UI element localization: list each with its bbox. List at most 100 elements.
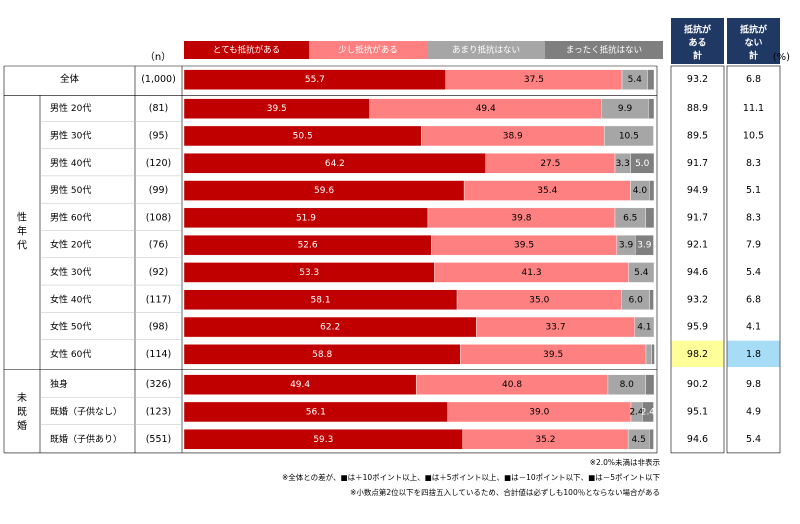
bar-data-label: 2.4 [629,407,644,417]
sum-not-resistant-value: 8.3 [746,212,761,223]
row-label: 男性 60代 [50,211,91,223]
bar-data-label: 35.2 [535,435,555,445]
table-grid [3,65,781,454]
row-n: (117) [146,294,172,305]
bar-data-label: 3.9 [619,241,634,251]
row-n: (326) [146,379,172,390]
row-label: 全体 [60,73,80,85]
bar-data-label: 8.0 [620,380,635,390]
sum-resistant-value: 91.7 [687,158,708,169]
sum-resistant-value: 95.9 [687,322,708,333]
row-label: 女性 40代 [50,293,91,305]
sum-not-resistant-value: 5.4 [746,267,761,278]
sum-not-resistant-value: 5.1 [746,185,761,196]
row-label: 既婚（子供あり） [50,433,122,445]
legend-label: とても抵抗がある [213,45,280,56]
sum-not-resistant-value: 9.8 [746,379,761,390]
sum-not-resistant-value: 6.8 [746,294,761,305]
sum-resistant-value: 89.5 [687,130,708,141]
row-n: (98) [149,322,169,333]
row-label: 男性 30代 [50,129,91,141]
row-label: 男性 50代 [50,184,91,196]
bar-data-label: 35.0 [529,295,549,305]
sum-header-resistant [671,18,724,64]
sum-resistant-value: 93.2 [687,74,708,85]
sum-header-not-resistant [727,18,780,64]
bar-segment [628,262,655,283]
bar-data-label: 56.1 [306,407,326,417]
bar-data-label: 58.8 [312,350,332,360]
sum-column-frame [670,65,725,454]
sum-resistant-value: 91.7 [687,212,708,223]
bar-data-label: 62.2 [320,323,340,333]
bar-data-label: 39.5 [543,350,563,360]
bar-data-label: 49.4 [476,104,496,114]
bar-data-label: 37.5 [524,75,544,85]
bar-data-label: 39.5 [514,241,534,251]
sum-header-text: 計 [749,50,758,62]
legend-swatch [309,41,427,59]
legend-swatch [184,41,309,59]
bar-data-label: 33.7 [546,323,566,333]
row-n: (114) [146,349,172,360]
bar-segment [649,429,654,450]
sum-not-resistant-value: 5.4 [746,434,761,445]
bar-segment [645,374,655,395]
bar-segment [645,344,652,365]
bar-data-label: 5.0 [635,159,650,169]
sum-not-resistant-value: 4.9 [746,406,761,417]
sum-resistant-value: 94.6 [687,434,708,445]
sum-header-text: ある [688,38,706,49]
percent-unit-label: (%) [773,52,790,63]
sum-resistant-value: 90.2 [687,379,708,390]
legend-label: まったく抵抗はない [566,45,642,56]
bars: 55.7 37.5 5.4 39.5 49.4 9.9 50.5 38.9 10.5 64.2 27… [183,69,656,450]
group-label-gender-age: 代 [17,240,27,252]
legend-swatch [545,41,663,59]
bar-data-label: 35.4 [537,186,557,196]
legend: とても抵抗がある 少し抵抗がある あまり抵抗はない まったく抵抗はない [184,41,663,59]
bar-data-label: 27.5 [540,159,560,169]
sum-highlight-plus5 [671,340,724,367]
sum-header-text: 計 [693,50,702,62]
sum-not-resistant-value: 10.5 [743,130,764,141]
sum-not-resistant-value: 7.9 [746,240,761,251]
bar-data-label: 64.2 [325,159,345,169]
sum-not-resistant-value: 8.3 [746,158,761,169]
bar-segment [651,344,655,365]
sum-resistant-value: 88.9 [687,103,708,114]
row-n: (551) [146,434,172,445]
bar-segment [645,207,655,229]
bar-segment [649,289,654,310]
bar-data-label: 4.0 [633,186,648,196]
bar-data-label: 51.9 [296,213,316,223]
row-n: (81) [149,103,169,114]
sum-resistant-value: 98.2 [687,349,708,360]
sum-resistant-value: 92.1 [687,240,708,251]
group-label-marital: 婚 [17,419,27,432]
bar-data-label: 58.1 [311,295,331,305]
legend-label: あまり抵抗はない [452,45,520,56]
bar-segment [648,98,655,119]
bar-data-label: 38.9 [503,131,523,141]
bar-data-label: 3.3 [616,159,630,169]
sum-header-text: 抵抗が [740,24,768,36]
sum-not-resistant-value: 6.8 [746,74,761,85]
bar-data-label: 6.0 [629,295,644,305]
legend-swatch [427,41,545,59]
bar-segment [642,401,654,423]
n-column-header: （n） [145,51,171,63]
note-highlight-legend: ※全体との差が、■は＋10ポイント以上、■は＋5ポイント以上、■は－10ポイント… [282,472,661,482]
bar-data-label: 39.8 [511,213,531,223]
bar-data-label: 4.1 [637,323,651,333]
group-label-marital: 既 [17,406,27,418]
bar-segment [603,125,654,147]
sum-column-frame [726,65,781,454]
bar-data-label: 2.4 [641,407,656,417]
bar-segment [630,153,655,174]
bar-segment [635,234,654,256]
sum-highlight-minus5 [727,340,780,367]
bar-data-label: 3.9 [637,241,652,251]
row-n: (95) [149,130,169,141]
